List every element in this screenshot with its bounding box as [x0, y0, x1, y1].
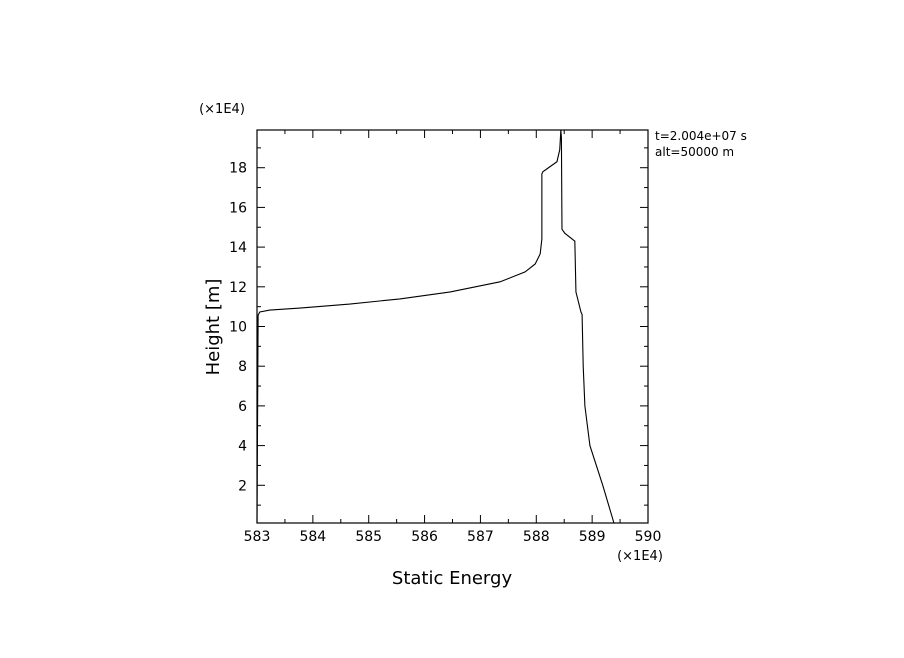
y-tick-label: 8 [238, 359, 247, 375]
x-tick-label: 585 [355, 529, 382, 545]
x-tick-label: 588 [523, 529, 550, 545]
y-tick-label: 12 [229, 280, 247, 296]
x-tick-label: 586 [411, 529, 438, 545]
y-tick-label: 10 [229, 320, 247, 336]
y-tick-label: 2 [238, 478, 247, 494]
y-tick-label: 4 [238, 439, 247, 455]
y-tick-label: 18 [229, 161, 247, 177]
annotation: t=2.004e+07 s [655, 129, 747, 143]
x-axis-label: Static Energy [392, 568, 513, 589]
y-multiplier: (×1E4) [199, 102, 245, 117]
x-multiplier: (×1E4) [617, 549, 663, 564]
x-tick-label: 587 [467, 529, 494, 545]
y-tick-label: 6 [238, 399, 247, 415]
x-tick-label: 584 [299, 529, 326, 545]
x-tick-label: 589 [579, 529, 606, 545]
x-tick-label: 583 [244, 529, 271, 545]
y-tick-label: 14 [229, 240, 247, 256]
y-tick-label: 16 [229, 200, 247, 216]
data-line [256, 129, 615, 524]
annotation: alt=50000 m [655, 145, 734, 159]
y-axis-label: Height [m] [203, 279, 224, 376]
x-tick-label: 590 [635, 529, 662, 545]
